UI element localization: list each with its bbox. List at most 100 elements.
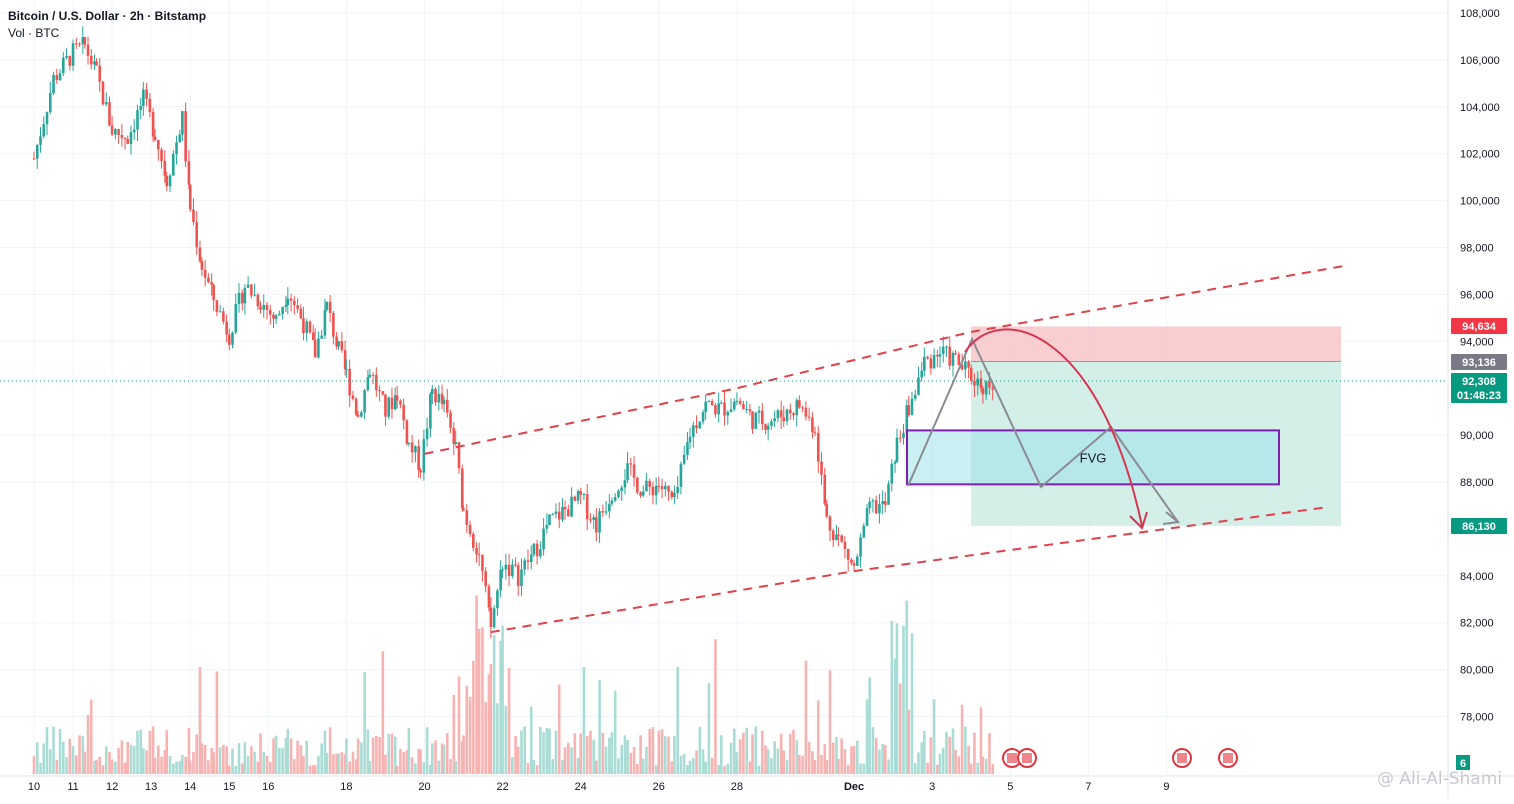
volume-bar: [39, 762, 42, 774]
volume-bar: [243, 742, 247, 774]
candle: [878, 504, 881, 514]
candle: [641, 491, 645, 496]
volume-bar: [75, 755, 78, 774]
volume-bar: [874, 738, 878, 774]
candle: [545, 524, 549, 529]
candle: [345, 368, 348, 370]
stop-price-tag-bg: [1451, 318, 1507, 334]
candle: [104, 102, 108, 105]
volume-bar: [368, 761, 372, 774]
y-tick-label: 88,000: [1460, 477, 1494, 489]
candle: [284, 304, 288, 308]
candle: [979, 378, 983, 389]
volume-bar: [468, 696, 472, 774]
volume-bar: [828, 670, 832, 774]
candle: [32, 158, 36, 160]
candle: [913, 394, 917, 399]
candle: [203, 269, 207, 278]
volume-bar: [520, 730, 523, 774]
candle: [670, 491, 674, 498]
volume-bar: [181, 754, 184, 774]
fvg-box: [906, 429, 1280, 486]
candle: [496, 590, 499, 609]
candle: [816, 432, 820, 462]
volume-bar: [101, 765, 105, 774]
volume-bar: [198, 667, 202, 774]
x-tick-label: 28: [731, 781, 743, 793]
candle: [234, 304, 238, 333]
candle: [941, 346, 945, 355]
volume-bar: [178, 760, 182, 774]
volume-bar: [969, 763, 973, 774]
candle: [289, 298, 293, 301]
volume-bar: [917, 752, 920, 774]
projection-arrow-icon: [1162, 511, 1181, 525]
candle: [779, 410, 783, 418]
volume-bar: [431, 743, 434, 774]
volume-bar: [499, 640, 502, 774]
volume-bar: [511, 756, 514, 774]
x-tick-label: 14: [184, 781, 196, 793]
candle: [585, 494, 589, 520]
candle: [378, 390, 381, 392]
candle: [123, 138, 127, 140]
volume-bar: [626, 740, 629, 774]
candle: [682, 454, 686, 464]
candle: [395, 395, 399, 401]
volume-bar: [366, 729, 370, 774]
candle: [452, 427, 456, 445]
volume-bar: [902, 625, 905, 774]
volume-bar: [748, 761, 752, 774]
volume-bar: [729, 742, 733, 774]
volume-bar: [686, 765, 689, 774]
candle: [272, 314, 275, 319]
volume-bar: [526, 763, 530, 774]
symbol-title[interactable]: Bitcoin / U.S. Dollar · 2h · Bitstamp: [8, 9, 207, 23]
y-tick-label: 90,000: [1460, 430, 1494, 442]
y-tick-label: 108,000: [1460, 8, 1500, 20]
watermark: @ Ali-Al-Shami: [1377, 769, 1502, 789]
candle: [613, 497, 617, 501]
candle: [610, 500, 614, 504]
volume-bar: [698, 726, 702, 774]
candle: [351, 395, 355, 399]
volume-bar: [289, 738, 293, 774]
volume-bar: [701, 749, 705, 774]
candle: [511, 564, 514, 576]
candle: [651, 486, 655, 496]
volume-bar: [151, 726, 155, 774]
candle: [582, 494, 586, 496]
volume-legend[interactable]: Vol · BTC: [8, 26, 60, 40]
volume-bar: [610, 732, 614, 774]
candle: [843, 541, 847, 549]
candle: [798, 400, 801, 408]
volume-bar: [738, 739, 742, 774]
volume-bar: [123, 762, 127, 774]
volume-bar: [913, 762, 917, 774]
candle: [766, 425, 770, 430]
volume-bar: [465, 685, 469, 774]
volume-bar: [657, 730, 661, 774]
volume-bar: [265, 755, 269, 774]
volume-bar: [145, 750, 148, 774]
volume-bar: [460, 741, 464, 774]
volume-bar: [532, 759, 536, 774]
candle: [95, 61, 98, 66]
volume-bar: [704, 761, 707, 774]
candle: [751, 411, 754, 429]
candle: [686, 442, 689, 455]
volume-bar: [281, 748, 284, 774]
volume-bar: [898, 683, 902, 774]
volume-bar: [410, 757, 414, 774]
volume-bar: [601, 732, 605, 774]
volume-bar: [881, 744, 884, 774]
candle: [548, 514, 551, 525]
candle: [807, 416, 811, 418]
volume-bar: [514, 735, 517, 774]
volume-bar: [723, 765, 726, 774]
candle: [222, 311, 225, 322]
volume-bar: [742, 732, 745, 774]
volume-bar: [395, 765, 399, 774]
